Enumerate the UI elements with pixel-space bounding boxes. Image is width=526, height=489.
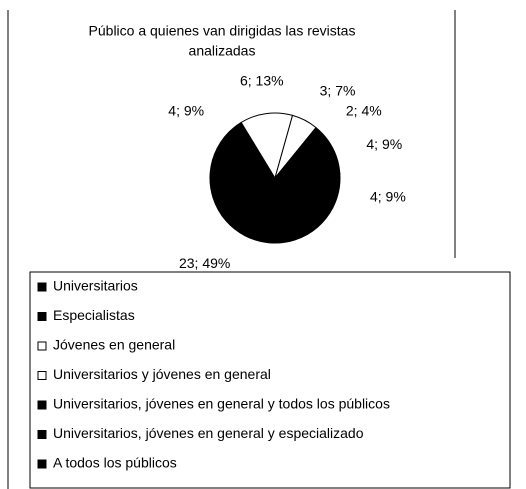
- legend-swatch: [37, 312, 47, 321]
- data-label: 23; 49%: [179, 255, 230, 271]
- legend-swatch: [37, 371, 47, 380]
- data-label: 4; 9%: [370, 188, 406, 204]
- data-label: 3; 7%: [320, 83, 356, 99]
- legend-label: Universitarios: [53, 278, 138, 294]
- legend-label: Especialistas: [53, 307, 135, 323]
- data-label: 4; 9%: [168, 102, 204, 118]
- data-label: 2; 4%: [346, 102, 382, 118]
- legend-swatch: [37, 341, 47, 351]
- legend-box: [29, 271, 511, 489]
- legend-swatch: [37, 400, 47, 410]
- chart-title: analizadas: [189, 43, 256, 59]
- pie-slice: [209, 147, 334, 244]
- legend-swatch: [37, 282, 47, 292]
- legend-label: Universitarios y jóvenes en general: [53, 366, 271, 382]
- legend-swatch: [37, 459, 47, 469]
- data-label: 4; 9%: [366, 136, 402, 152]
- legend-label: Jóvenes en general: [53, 337, 175, 353]
- data-label: 6; 13%: [240, 73, 284, 89]
- legend-label: A todos los públicos: [53, 455, 177, 471]
- pie-slice: [273, 173, 341, 209]
- legend-swatch: [37, 430, 47, 439]
- legend-label: Universitarios, jóvenes en general y esp…: [53, 425, 364, 441]
- chart-title: Público a quienes van dirigidas las revi…: [89, 23, 356, 39]
- legend-label: Universitarios, jóvenes en general y tod…: [53, 396, 390, 412]
